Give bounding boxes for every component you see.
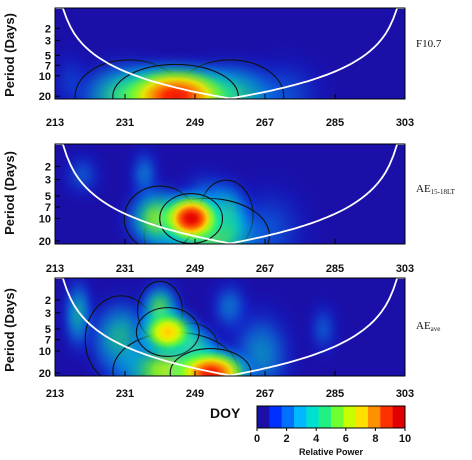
panel-label-ae-ave: AEave [416,320,440,333]
y-tick-label: 3 [45,35,51,47]
significance-contour [159,193,224,244]
panel-label-main: AE [416,183,431,195]
y-axis-label: Period (Days) [2,151,17,235]
x-tick-label: 267 [256,263,274,275]
x-tick-label: 267 [256,388,274,400]
colorbar-swatch [269,406,283,428]
x-tick-label: 303 [396,263,414,275]
x-axis-label-doy: DOY [210,405,241,421]
x-tick-label: 249 [186,263,204,275]
colorbar-swatch [306,406,320,428]
plot-frame [54,7,406,100]
x-tick-label: 231 [116,117,134,129]
colorbar-tick-label: 6 [343,433,349,445]
y-tick-label: 20 [39,236,51,248]
panel-label-subscript: ave [431,325,441,333]
x-tick-label: 249 [186,117,204,129]
colorbar-tick-label: 2 [284,433,290,445]
y-tick-label: 7 [45,335,51,347]
y-tick-label: 5 [45,50,51,62]
colorbar-swatch [257,406,270,428]
power-blob [154,338,267,376]
panel-label-subscript: 15-18LT [431,188,456,196]
x-tick-label: 231 [116,263,134,275]
x-tick-label: 213 [46,117,64,129]
x-tick-label: 267 [256,117,274,129]
x-tick-label: 285 [326,263,344,275]
y-tick-label: 10 [39,71,51,83]
y-axis-label: Period (Days) [2,13,17,97]
x-tick-label: 285 [326,117,344,129]
power-blob [55,144,114,211]
colorbar-tick-label: 0 [254,433,260,445]
y-tick-label: 3 [45,175,51,187]
x-tick-label: 303 [396,117,414,129]
colorbar-label: Relative Power [299,447,364,457]
panel-label-f107: F10.7 [416,38,442,50]
power-blob [88,50,263,99]
heatmap-area [55,8,405,99]
y-tick-label: 20 [39,368,51,380]
y-tick-label: 5 [45,191,51,203]
y-tick-label: 3 [45,308,51,320]
colorbar-swatch [392,406,406,428]
panel-label-main: AE [416,320,431,332]
power-blob [298,287,349,371]
y-tick-label: 5 [45,324,51,336]
colorbar-frame [256,405,406,429]
heatmap-area [55,278,405,376]
significance-contour [169,348,252,376]
x-tick-label: 213 [46,388,64,400]
y-tick-label: 10 [39,346,51,358]
cone-of-influence [55,278,405,376]
x-tick-label: 249 [186,388,204,400]
plot-frame [54,143,406,245]
y-tick-label: 20 [39,91,51,103]
colorbar-swatch [318,406,332,428]
colorbar: 0 2 4 6 8 10 [254,405,411,445]
x-tick-label: 285 [326,388,344,400]
x-tick-label: 303 [396,388,414,400]
x-tick-label: 213 [46,263,64,275]
plot-frame [54,277,406,377]
colorbar-swatch [281,406,295,428]
cone-of-influence [55,144,405,244]
y-tick-label: 7 [45,60,51,72]
colorbar-tick-label: 4 [313,433,320,445]
colorbar-tick-label: 10 [399,433,411,445]
colorbar-swatch [368,406,381,428]
y-tick-label: 2 [45,161,51,173]
colorbar-swatch [355,406,369,428]
y-axis-label: Period (Days) [2,288,17,372]
y-tick-label: 2 [45,23,51,35]
colorbar-swatch [331,406,344,428]
x-tick-label: 231 [116,388,134,400]
colorbar-swatch [343,406,357,428]
colorbar-swatch [380,406,394,428]
y-tick-label: 7 [45,202,51,214]
colorbar-tick-label: 8 [372,433,378,445]
panel-label-ae-15-18lt: AE15-18LT [416,183,456,196]
colorbar-swatch [294,406,307,428]
heatmap-area [55,144,405,244]
y-tick-label: 2 [45,295,51,307]
y-tick-label: 10 [39,213,51,225]
